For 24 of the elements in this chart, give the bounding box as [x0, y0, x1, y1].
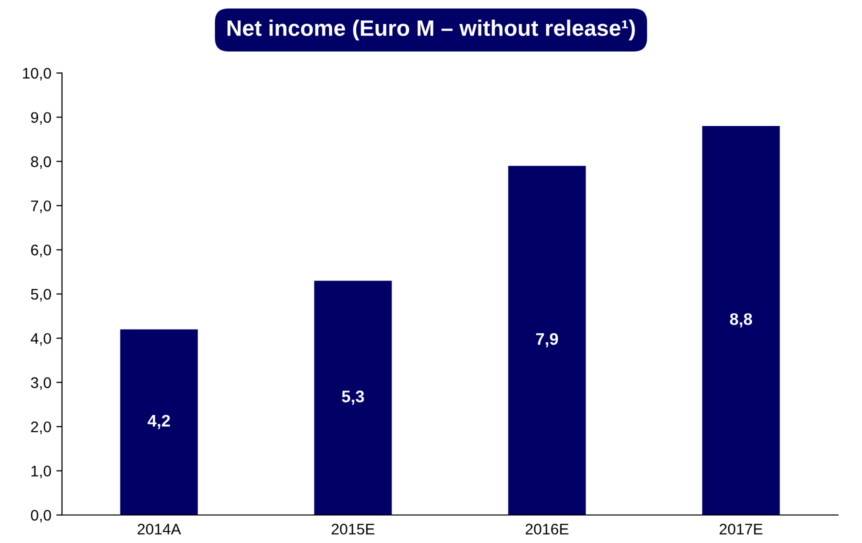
y-tick-label: 2,0 — [31, 421, 51, 434]
y-tick-label: 7,0 — [31, 200, 51, 214]
x-tick-label: 2016E — [526, 524, 568, 535]
data-label: 8,8 — [730, 313, 752, 328]
chart-title: Net income (Euro M – without release¹) — [228, 20, 635, 40]
y-tick-label: 10,0 — [23, 68, 51, 80]
data-label: 4,2 — [148, 414, 170, 430]
y-tick-label: 5,0 — [30, 288, 51, 302]
bar — [314, 280, 392, 515]
bar — [508, 166, 586, 515]
data-label: 7,9 — [536, 333, 558, 348]
x-tick-label: 2017E — [720, 524, 762, 535]
bar — [702, 126, 780, 515]
y-tick-label: 6,0 — [31, 244, 51, 258]
x-tick-label: 2014A — [138, 524, 182, 535]
data-label: 5,3 — [342, 390, 364, 405]
y-tick-label: 9,0 — [31, 112, 51, 125]
bar — [120, 329, 198, 515]
y-tick-label: 3,0 — [30, 377, 51, 390]
y-tick-label: 1,0 — [32, 466, 51, 478]
y-tick-label: 0,0 — [30, 510, 51, 522]
y-tick-label: 4,0 — [30, 333, 51, 346]
y-tick-label: 8,0 — [31, 156, 51, 169]
x-tick-label: 2015E — [332, 524, 374, 535]
